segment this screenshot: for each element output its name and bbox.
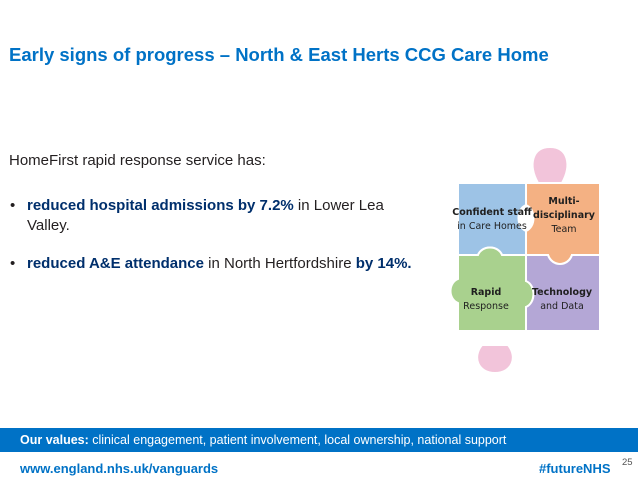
slide-title: Early signs of progress – North & East H… [9,44,549,65]
bullet-highlight: reduced A&E attendance [27,255,204,272]
puzzle-label-rapid-1: Rapid [471,287,502,298]
values-list: clinical engagement, patient involvement… [88,433,507,447]
values-text: Our values: clinical engagement, patient… [20,433,506,447]
intro-text: HomeFirst rapid response service has: [9,152,266,169]
bullet-text: in North Hertfordshire [204,255,356,272]
puzzle-graphic: Confident staff in Care Homes Multi- dis… [449,145,601,375]
puzzle-piece-pink [531,145,569,184]
puzzle-piece-blue [457,182,527,256]
footer-url-link[interactable]: www.england.nhs.uk/vanguards [20,461,219,476]
puzzle-label-tech-2: and Data [540,301,584,312]
puzzle-label-staff-2: in Care Homes [457,221,527,232]
bullet-highlight: reduced hospital admissions by 7.2% [27,197,294,214]
page-number: 25 [622,457,633,468]
puzzle-label-team-2: disciplinary [533,210,596,221]
bullet-highlight: by 14%. [355,255,412,272]
values-label: Our values: [20,433,89,447]
bullet-text: in Lower Lea Valley. [27,197,384,234]
bullet-list: • reduced hospital admissions by 7.2% in… [9,196,419,292]
puzzle-piece-purple [525,254,601,332]
puzzle-label-team-3: Team [550,224,576,235]
footer-hashtag: #futureNHS [539,461,611,476]
puzzle-label-staff-1: Confident staff [452,207,532,218]
puzzle-label-tech-1: Technology [532,287,593,298]
puzzle-label-team-1: Multi- [548,196,579,207]
bullet-item: • reduced A&E attendance in North Hertfo… [9,254,419,274]
bullet-dot: • [10,255,16,272]
bullet-item: • reduced hospital admissions by 7.2% in… [9,196,419,236]
values-banner: Our values: clinical engagement, patient… [0,428,638,452]
puzzle-label-rapid-2: Response [463,301,509,312]
puzzle-piece-pink-bottom [476,344,514,375]
bullet-dot: • [10,197,16,214]
